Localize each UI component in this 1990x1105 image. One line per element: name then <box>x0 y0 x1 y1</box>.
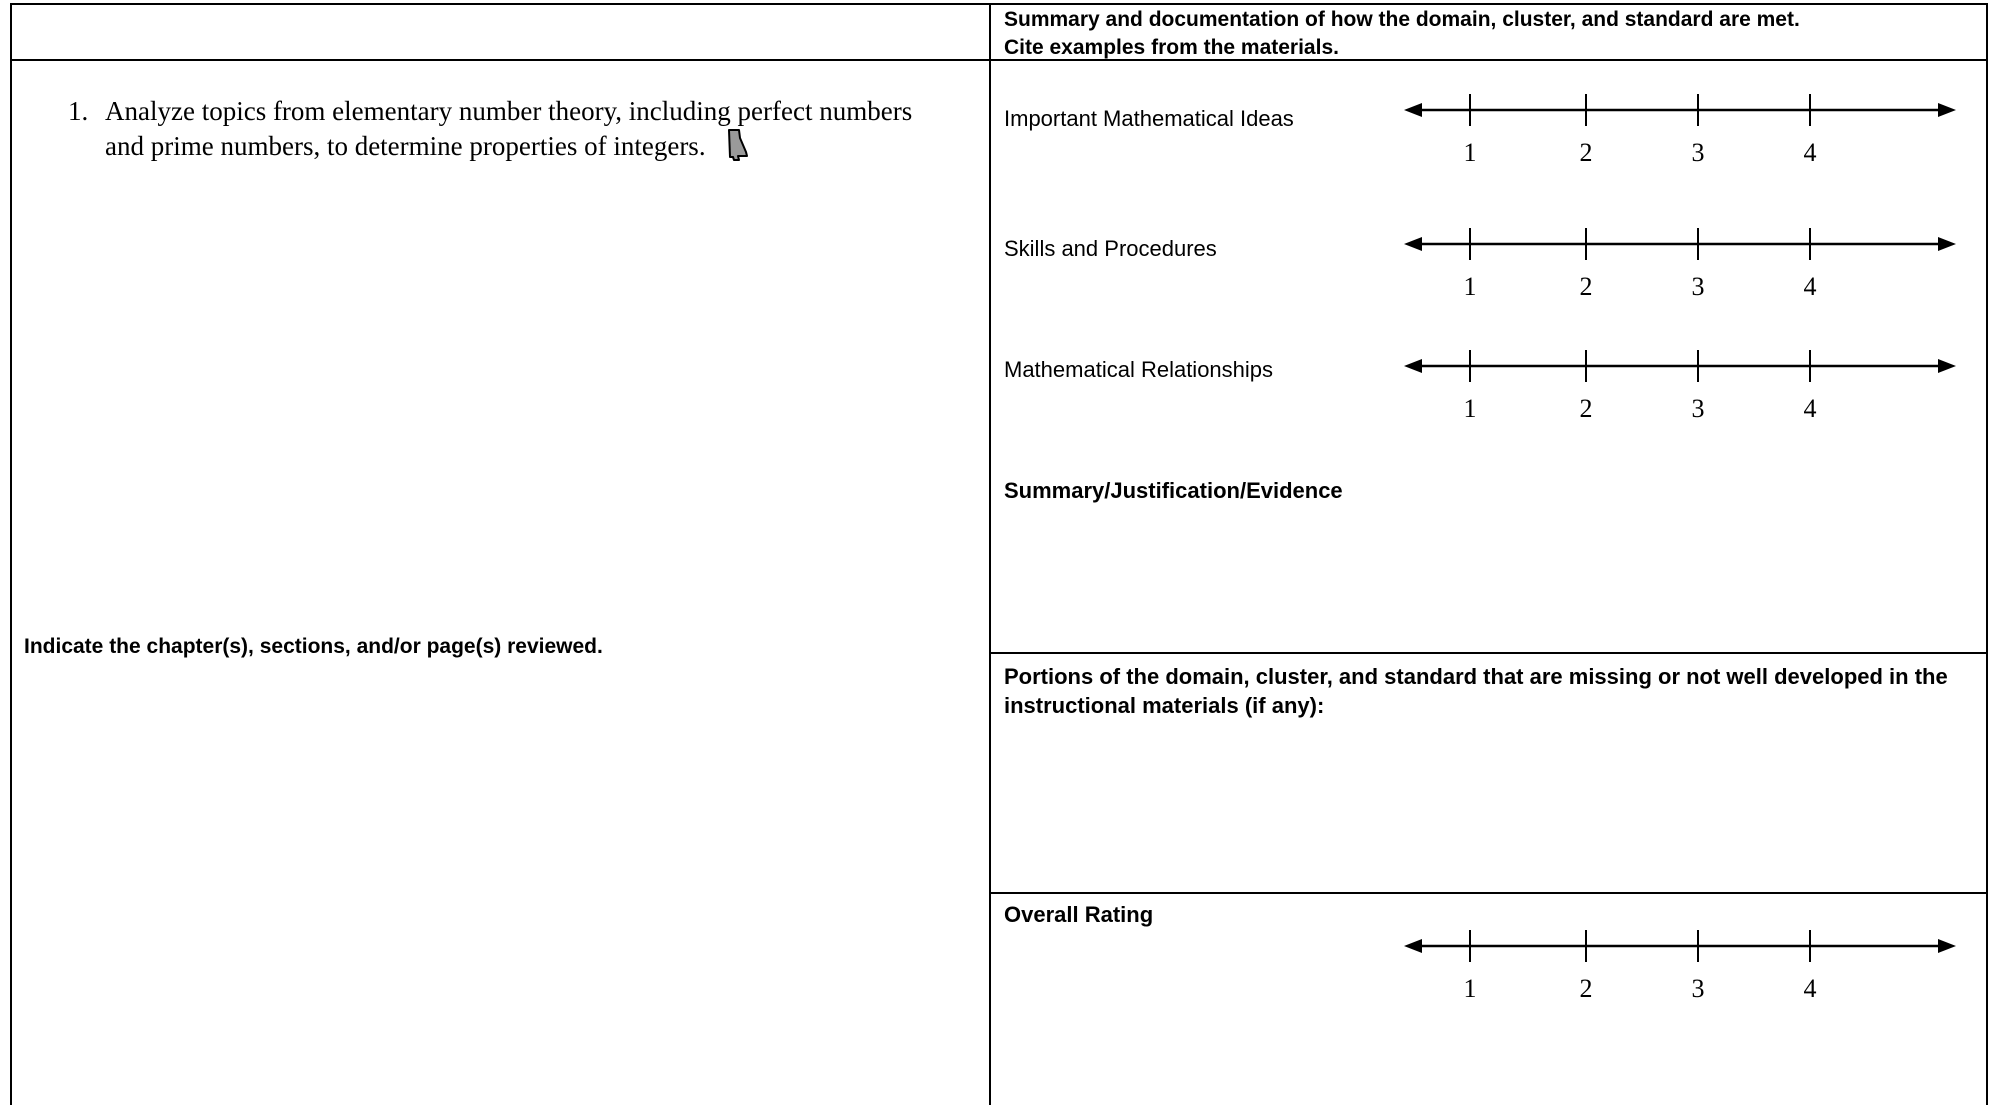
scale-tick-label-3: 3 <box>1691 138 1705 167</box>
header-line-1: Summary and documentation of how the dom… <box>1004 8 1800 31</box>
standard-number: 1. <box>68 96 89 126</box>
scale-tick-label-2: 2 <box>1579 394 1593 423</box>
portions-row-divider <box>989 892 1988 894</box>
number-line <box>1404 228 1956 260</box>
number-line <box>1404 94 1956 126</box>
scale-tick-label-2: 2 <box>1579 138 1593 167</box>
standard-item: 1. Analyze topics from elementary number… <box>68 94 948 170</box>
overall-rating-label: Overall Rating <box>1004 902 1154 927</box>
arrow-right-icon <box>1938 359 1956 373</box>
alabama-state-icon <box>726 128 750 170</box>
header-line-2: Cite examples from the materials. <box>1004 36 1339 59</box>
rating-scale-overall[interactable]: 1 2 3 4 <box>1400 926 1960 1006</box>
arrow-left-icon <box>1404 359 1422 373</box>
scale-tick-label-2: 2 <box>1579 272 1593 301</box>
arrow-left-icon <box>1404 237 1422 251</box>
portions-label: Portions of the domain, cluster, and sta… <box>1004 664 1948 718</box>
indicate-label: Indicate the chapter(s), sections, and/o… <box>24 635 603 658</box>
table-right-border <box>1986 3 1988 1105</box>
scale-tick-label-3: 3 <box>1691 394 1705 423</box>
arrow-left-icon <box>1404 939 1422 953</box>
arrow-right-icon <box>1938 237 1956 251</box>
arrow-left-icon <box>1404 103 1422 117</box>
scale-tick-label-4: 4 <box>1803 272 1817 301</box>
number-line <box>1404 930 1956 962</box>
table-top-border <box>10 3 1988 5</box>
standard-text: Analyze topics from elementary number th… <box>105 96 913 162</box>
summary-label: Summary/Justification/Evidence <box>1004 478 1343 503</box>
scale-tick-label-1: 1 <box>1463 272 1477 301</box>
header-row-divider <box>10 59 1988 61</box>
summary-row-divider <box>989 652 1988 654</box>
scale-tick-label-3: 3 <box>1691 272 1705 301</box>
scale-tick-label-3: 3 <box>1691 974 1705 1003</box>
rating-scale-important-ideas[interactable]: 1 2 3 4 <box>1400 90 1960 170</box>
arrow-right-icon <box>1938 103 1956 117</box>
number-line <box>1404 350 1956 382</box>
table-left-border <box>10 3 12 1105</box>
scale-tick-label-4: 4 <box>1803 394 1817 423</box>
scale-tick-label-1: 1 <box>1463 138 1477 167</box>
rating-label-skills-procedures: Skills and Procedures <box>1004 236 1217 261</box>
scale-tick-label-4: 4 <box>1803 138 1817 167</box>
rating-scale-skills-procedures[interactable]: 1 2 3 4 <box>1400 224 1960 304</box>
column-divider <box>989 3 991 1105</box>
arrow-right-icon <box>1938 939 1956 953</box>
scale-tick-label-1: 1 <box>1463 974 1477 1003</box>
rating-label-important-ideas: Important Mathematical Ideas <box>1004 106 1294 131</box>
right-column-header: Summary and documentation of how the dom… <box>1004 6 1974 62</box>
scale-tick-label-4: 4 <box>1803 974 1817 1003</box>
scale-tick-label-2: 2 <box>1579 974 1593 1003</box>
scale-tick-label-1: 1 <box>1463 394 1477 423</box>
rating-scale-relationships[interactable]: 1 2 3 4 <box>1400 346 1960 426</box>
rating-label-relationships: Mathematical Relationships <box>1004 357 1274 382</box>
